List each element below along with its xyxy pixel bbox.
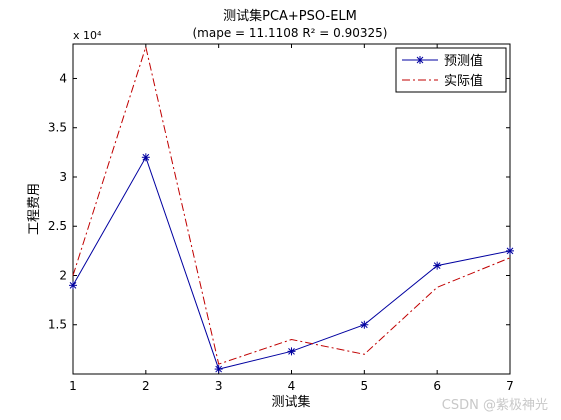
watermark: CSDN @紫极神光 xyxy=(442,398,548,413)
y-tick-label: 2 xyxy=(59,268,67,282)
y-tick-label: 1.5 xyxy=(48,318,67,332)
legend-label-predicted: 预测值 xyxy=(444,53,483,69)
x-axis-label: 测试集 xyxy=(271,394,310,410)
data-point-0-3 xyxy=(287,347,296,356)
chart-subtitle: (mape = 11.1108 R² = 0.90325) xyxy=(193,26,388,40)
y-multiplier: x 10⁴ xyxy=(73,29,102,42)
plot-area xyxy=(72,43,511,375)
series-line-1 xyxy=(72,45,511,365)
chart-title: 测试集PCA+PSO-ELM xyxy=(223,8,357,24)
y-axis: 1.5 2 2.5 3 3.5 4 xyxy=(48,71,510,332)
series-layer xyxy=(69,45,514,374)
data-point-0-1 xyxy=(141,153,150,162)
legend-box xyxy=(395,47,507,93)
data-point-0-4 xyxy=(360,320,369,329)
data-point-0-0 xyxy=(69,281,77,290)
legend: 预测值 实际值 xyxy=(395,47,507,93)
x-tick-label: 4 xyxy=(288,379,296,393)
x-tick-label: 6 xyxy=(433,379,441,393)
x-tick-label: 2 xyxy=(142,379,150,393)
x-axis: 1 2 3 4 5 6 7 xyxy=(69,44,514,393)
data-point-0-6 xyxy=(506,246,514,255)
legend-label-actual: 实际值 xyxy=(444,73,483,89)
y-axis-label: 工程费用 xyxy=(27,183,42,235)
y-tick-label: 2.5 xyxy=(48,219,67,233)
x-tick-label: 5 xyxy=(361,379,369,393)
y-tick-label: 3.5 xyxy=(48,121,67,135)
x-tick-label: 1 xyxy=(69,379,77,393)
data-point-0-5 xyxy=(433,261,442,270)
data-point-0-2 xyxy=(214,365,223,374)
y-tick-label: 4 xyxy=(59,71,67,85)
y-tick-label: 3 xyxy=(59,170,67,184)
legend-marker-predicted xyxy=(416,56,424,64)
x-tick-label: 3 xyxy=(215,379,223,393)
x-tick-label: 7 xyxy=(506,379,514,393)
